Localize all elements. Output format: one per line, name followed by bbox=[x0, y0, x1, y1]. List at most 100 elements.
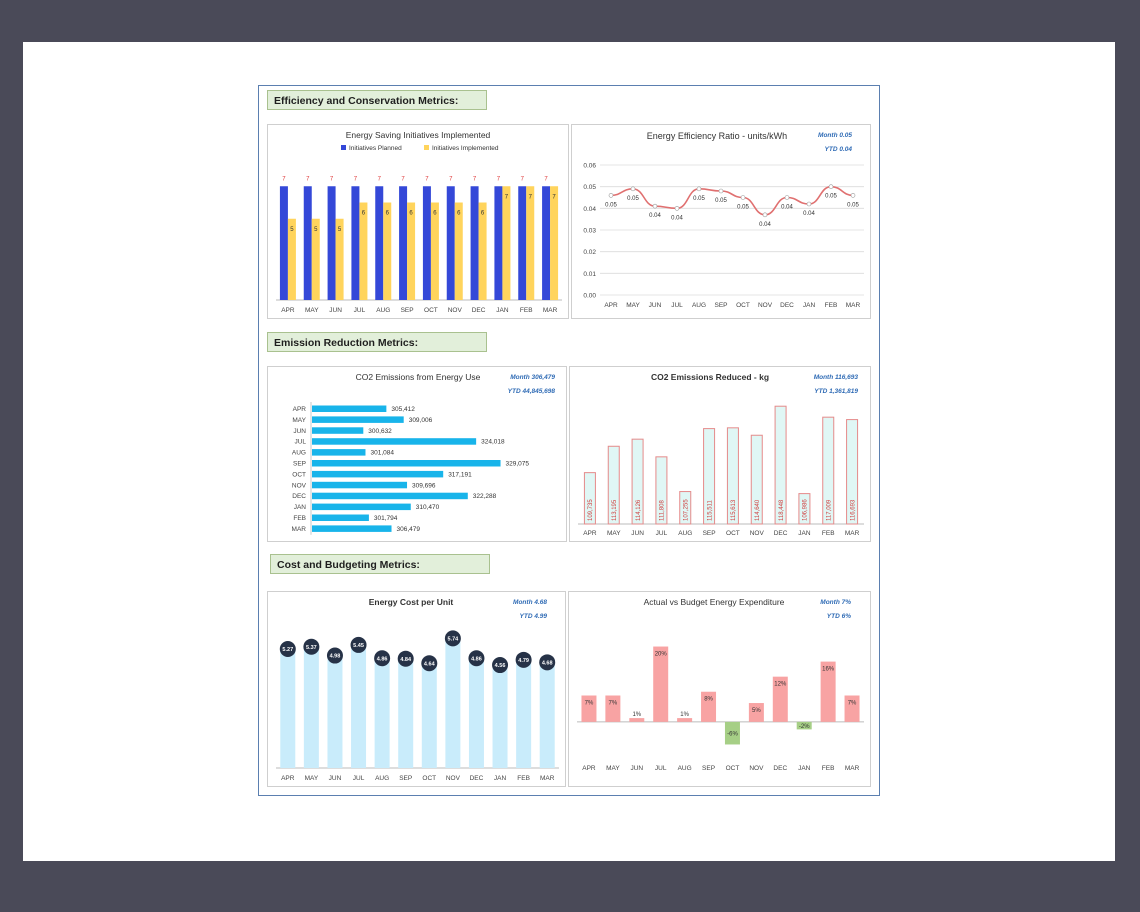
chart-title: CO2 Emissions Reduced - kg bbox=[651, 372, 769, 382]
data-label-implemented-oct: 6 bbox=[433, 211, 437, 217]
data-label-aug: 301,084 bbox=[370, 450, 394, 457]
bar-apr bbox=[583, 472, 596, 525]
bar-may bbox=[303, 646, 319, 768]
x-tick-label-jul: JUL bbox=[671, 302, 683, 309]
bar-feb bbox=[312, 514, 369, 521]
panel-budget-expenditure: Actual vs Budget Energy Expenditure Month… bbox=[568, 591, 871, 787]
data-label-implemented-mar: 7 bbox=[552, 194, 556, 200]
bar-planned-jan bbox=[494, 186, 503, 300]
data-label-planned-dec: 7 bbox=[473, 176, 477, 182]
x-tick-label-jul: JUL bbox=[655, 765, 667, 772]
chart-title: Actual vs Budget Energy Expenditure bbox=[644, 597, 785, 607]
data-label-jun: 4.98 bbox=[330, 654, 341, 660]
y-tick-label-dec: DEC bbox=[292, 493, 306, 500]
data-label-feb: 4.79 bbox=[518, 658, 529, 664]
legend-swatch-initiatives-planned bbox=[341, 145, 346, 150]
kpi-ytd: YTD 0.04 bbox=[825, 146, 853, 153]
chart-title: Energy Efficiency Ratio - units/kWh bbox=[647, 131, 787, 141]
x-tick-label-feb: FEB bbox=[825, 302, 838, 309]
data-label-aug: 4.86 bbox=[377, 656, 388, 662]
x-tick-label-feb: FEB bbox=[517, 775, 530, 782]
bar-mar bbox=[844, 695, 860, 722]
bubble-may bbox=[303, 638, 320, 655]
bar-implemented-dec bbox=[478, 202, 487, 300]
bar-aug bbox=[677, 718, 693, 722]
data-label-dec: 0.04 bbox=[781, 205, 793, 211]
bar-implemented-nov bbox=[454, 202, 463, 300]
point-feb bbox=[828, 184, 834, 189]
x-tick-label-nov: NOV bbox=[446, 775, 461, 782]
x-tick-label-apr: APR bbox=[604, 302, 618, 309]
x-tick-label-apr: APR bbox=[583, 530, 597, 537]
bubble-oct bbox=[421, 655, 438, 672]
bar-implemented-aug bbox=[383, 202, 392, 300]
bar-jul bbox=[655, 456, 668, 525]
data-label-apr: 7% bbox=[585, 701, 594, 707]
bar-nov bbox=[748, 703, 764, 722]
x-tick-label-mar: MAR bbox=[846, 302, 861, 309]
kpi-month: Month 116,693 bbox=[814, 374, 859, 381]
bar-aug bbox=[374, 658, 390, 768]
data-label-jun: 0.04 bbox=[649, 213, 661, 219]
y-tick-label-jul: JUL bbox=[294, 439, 306, 446]
x-tick-label-feb: FEB bbox=[822, 530, 835, 537]
x-tick-label-mar: MAR bbox=[543, 307, 558, 314]
data-label-implemented-feb: 7 bbox=[529, 194, 533, 200]
dashboard-frame: Efficiency and Conservation Metrics: Ene… bbox=[258, 85, 880, 796]
bar-planned-nov bbox=[446, 186, 455, 300]
data-label-implemented-apr: 5 bbox=[290, 227, 294, 233]
x-tick-label-mar: MAR bbox=[540, 775, 555, 782]
bar-sep bbox=[703, 428, 716, 525]
x-tick-label-may: MAY bbox=[305, 307, 319, 314]
x-tick-label-may: MAY bbox=[606, 765, 620, 772]
x-tick-label-mar: MAR bbox=[845, 765, 860, 772]
point-jul bbox=[674, 206, 680, 211]
y-tick-label-apr: APR bbox=[293, 406, 307, 413]
x-tick-label-aug: AUG bbox=[376, 307, 390, 314]
bar-planned-may bbox=[303, 186, 312, 300]
bar-jun bbox=[629, 718, 645, 722]
bar-implemented-may bbox=[311, 218, 320, 300]
data-label-jan: -2% bbox=[799, 724, 810, 730]
panel-co2-reduced: CO2 Emissions Reduced - kg Month 116,693 Y… bbox=[569, 366, 871, 542]
data-label-planned-aug: 7 bbox=[378, 176, 382, 182]
data-label-planned-oct: 7 bbox=[425, 176, 429, 182]
bar-sep bbox=[398, 658, 414, 768]
data-label-oct: -6% bbox=[727, 732, 738, 738]
x-tick-label-aug: AUG bbox=[678, 765, 692, 772]
data-label-feb: 0.05 bbox=[825, 194, 837, 200]
data-label-sep: 8% bbox=[704, 697, 713, 703]
x-tick-label-sep: SEP bbox=[703, 530, 716, 537]
data-label-jun: 114,126 bbox=[636, 499, 642, 521]
data-label-feb: 117,009 bbox=[826, 499, 832, 521]
bar-nov bbox=[445, 638, 461, 768]
data-label-apr: 305,412 bbox=[391, 406, 415, 413]
bar-planned-oct bbox=[422, 186, 431, 300]
data-label-may: 113,195 bbox=[612, 499, 618, 521]
bar-planned-dec bbox=[470, 186, 479, 300]
bar-jul bbox=[653, 646, 669, 722]
bar-jan bbox=[312, 503, 411, 511]
legend-entry-initiatives-planned: Initiatives Planned bbox=[349, 145, 402, 152]
data-label-implemented-jul: 6 bbox=[362, 211, 366, 217]
point-oct bbox=[740, 195, 746, 200]
data-label-planned-jul: 7 bbox=[354, 176, 358, 182]
data-label-nov: 5% bbox=[752, 708, 761, 714]
data-label-planned-mar: 7 bbox=[544, 176, 548, 182]
data-label-sep: 0.05 bbox=[715, 198, 727, 204]
section-header-cost: Cost and Budgeting Metrics: bbox=[270, 554, 490, 574]
data-label-jan: 0.04 bbox=[803, 211, 815, 217]
x-tick-label-jun: JUN bbox=[630, 765, 643, 772]
bar-nov bbox=[750, 434, 763, 525]
bar-planned-apr bbox=[279, 186, 288, 300]
x-tick-label-mar: MAR bbox=[845, 530, 860, 537]
data-label-feb: 16% bbox=[822, 667, 835, 673]
data-label-jan: 106,986 bbox=[803, 499, 809, 521]
x-tick-label-dec: DEC bbox=[470, 775, 484, 782]
panel-initiatives: Energy Saving Initiatives Implemented Ini… bbox=[267, 124, 569, 319]
y-tick-label-0-02: 0.02 bbox=[583, 249, 596, 256]
section-header-efficiency: Efficiency and Conservation Metrics: bbox=[267, 90, 487, 110]
x-tick-label-jun: JUN bbox=[329, 307, 342, 314]
bar-may bbox=[607, 445, 620, 525]
bar-oct bbox=[421, 663, 437, 768]
